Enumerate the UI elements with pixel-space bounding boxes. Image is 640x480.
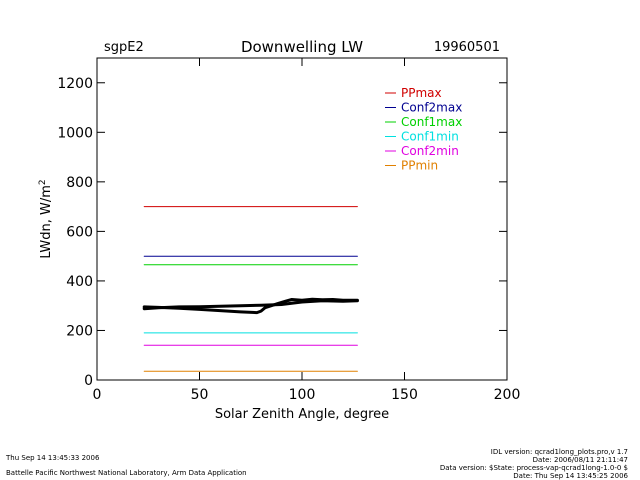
footer-timestamp: Thu Sep 14 13:45:33 2006 xyxy=(6,454,99,462)
legend-label: Conf2max xyxy=(401,101,462,115)
y-tick-label: 1000 xyxy=(57,125,93,141)
footer-run-date: Date: Thu Sep 14 13:45:25 2006 xyxy=(513,472,628,480)
x-tick-label: 200 xyxy=(494,387,521,403)
series-line-lwdn-pm xyxy=(144,301,357,309)
y-tick-label: 600 xyxy=(66,224,93,240)
legend-label: Conf1min xyxy=(401,130,459,144)
y-axis-label: LWdn, W/m2 xyxy=(38,179,54,258)
y-tick-label: 1200 xyxy=(57,76,93,92)
x-tick-label: 0 xyxy=(93,387,102,403)
footer-data-version: Data version: $State: process-vap-qcrad1… xyxy=(440,464,628,472)
series-layer xyxy=(144,207,357,372)
footer-code-date: Date: 2006/08/11 21:11:47 xyxy=(533,456,628,464)
date-label: 19960501 xyxy=(434,40,500,55)
footer-idl-version: IDL version: qcrad1long_plots.pro,v 1.7 xyxy=(491,448,628,456)
y-tick-label: 0 xyxy=(84,373,93,389)
legend-label: PPmax xyxy=(401,86,442,100)
legend: PPmaxConf2maxConf1maxConf1minConf2minPPm… xyxy=(385,86,462,173)
legend-label: Conf1max xyxy=(401,115,462,129)
x-tick-label: 50 xyxy=(191,387,209,403)
legend-label: Conf2min xyxy=(401,144,459,158)
y-axis-label-sup: 2 xyxy=(38,179,48,185)
y-tick-label: 800 xyxy=(66,175,93,191)
y-tick-label: 400 xyxy=(66,274,93,290)
x-tick-label: 100 xyxy=(289,387,316,403)
x-axis-label: Solar Zenith Angle, degree xyxy=(215,407,389,422)
chart: sgpE2 Downwelling LW 19960501 0 50 100 150 2… xyxy=(0,0,640,480)
footer-institution: Battelle Pacific Northwest National Labo… xyxy=(6,469,247,477)
x-tick-label: 150 xyxy=(391,387,418,403)
y-axis-label-text: LWdn, W/m xyxy=(39,185,54,259)
chart-title: Downwelling LW xyxy=(241,38,363,56)
y-tick-label: 200 xyxy=(66,323,93,339)
site-label: sgpE2 xyxy=(104,40,144,55)
legend-label: PPmin xyxy=(401,159,438,173)
